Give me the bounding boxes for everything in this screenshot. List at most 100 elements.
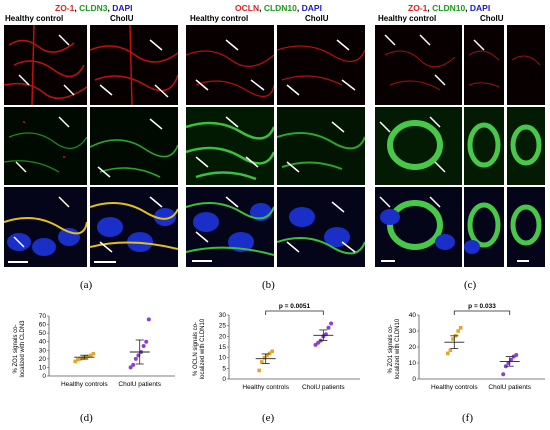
x-tick-label: Healthy controls bbox=[61, 381, 108, 388]
stain-a-1: ZO-1 bbox=[55, 3, 75, 13]
data-point bbox=[445, 351, 450, 356]
data-point bbox=[267, 351, 272, 356]
data-point bbox=[81, 356, 85, 360]
stain-b-2: CLDN10 bbox=[263, 3, 297, 13]
p-value-label: p = 0.0051 bbox=[279, 303, 311, 310]
y-tick-label: 5 bbox=[222, 365, 226, 372]
data-point bbox=[131, 362, 136, 367]
stain-c-3: DAPI bbox=[469, 3, 491, 13]
micrograph-c-healthy-red bbox=[375, 25, 462, 105]
micrograph-c-cholu-green-2 bbox=[507, 107, 545, 185]
significance-bracket bbox=[453, 310, 511, 315]
data-point bbox=[458, 326, 463, 330]
stain-c-2: CLDN10 bbox=[432, 3, 466, 13]
micrograph-a-cholu-green bbox=[90, 107, 178, 185]
data-point bbox=[451, 337, 455, 341]
x-tick-label: Healthy controls bbox=[431, 384, 478, 391]
scatter-chart-f: 0 10 20 30 40 Healthy controls CholU patients p… bbox=[409, 303, 545, 391]
column-header-c-2: CholU bbox=[480, 14, 504, 23]
data-point bbox=[88, 353, 93, 358]
data-point bbox=[501, 372, 506, 377]
micrograph-b-healthy-merge bbox=[186, 187, 274, 267]
micrograph-b-cholu-red bbox=[277, 25, 365, 105]
ylabel-d-line1: % ZO1 signals co- bbox=[13, 324, 19, 374]
x-tick-label: Healthy controls bbox=[242, 384, 289, 391]
micrograph-b-healthy-red bbox=[186, 25, 274, 105]
micrograph-a-healthy-merge bbox=[4, 187, 87, 267]
y-tick-label: 30 bbox=[219, 312, 227, 319]
y-tick-label: 20 bbox=[39, 356, 47, 363]
y-tick-label: 40 bbox=[409, 312, 417, 319]
ylabel-f-line2: localized with CLDN10 bbox=[395, 318, 401, 380]
data-point bbox=[133, 356, 138, 361]
stain-legend-a: ZO-1, CLDN3, DAPI bbox=[55, 3, 133, 13]
stain-b-1: OCLN bbox=[235, 3, 260, 13]
micrograph-c-cholu-merge-1 bbox=[464, 187, 504, 267]
micrograph-c-cholu-merge-2 bbox=[507, 187, 545, 267]
data-point bbox=[270, 349, 274, 354]
y-tick-label: 30 bbox=[409, 328, 417, 335]
significance-bracket bbox=[265, 310, 324, 315]
stain-b-3: DAPI bbox=[301, 3, 322, 13]
data-point bbox=[265, 353, 269, 358]
x-tick-label: CholU patients bbox=[488, 384, 531, 391]
micrograph-c-healthy-green bbox=[375, 107, 462, 185]
data-point bbox=[456, 329, 460, 333]
y-tick-label: 25 bbox=[219, 323, 227, 330]
data-point bbox=[128, 365, 133, 370]
figure-label-a: (a) bbox=[80, 279, 93, 291]
data-point bbox=[73, 359, 77, 364]
column-header-a-2: CholU bbox=[110, 14, 134, 23]
ylabel-f-line1: % ZO1 signals co- bbox=[388, 324, 394, 374]
y-tick-label: 10 bbox=[39, 364, 47, 371]
y-tick-label: 0 bbox=[412, 376, 416, 383]
micrograph-b-cholu-green bbox=[277, 107, 365, 185]
micrograph-c-cholu-red-1 bbox=[464, 25, 504, 105]
column-header-c-1: Healthy control bbox=[378, 14, 437, 23]
ylabel-e: % OCLN signals co- localized with CLDN10 bbox=[193, 294, 207, 404]
stain-a-2: CLDN3 bbox=[79, 3, 108, 13]
data-point bbox=[257, 368, 261, 373]
data-point bbox=[86, 354, 90, 359]
y-tick-label: 10 bbox=[219, 355, 227, 362]
x-tick-label: CholU patients bbox=[302, 384, 345, 391]
data-point bbox=[259, 360, 264, 364]
column-header-a-1: Healthy control bbox=[5, 14, 64, 23]
micrograph-a-healthy-red bbox=[4, 25, 87, 105]
p-value-label: p = 0.033 bbox=[468, 303, 496, 310]
figure-label-d: (d) bbox=[80, 412, 93, 424]
micrograph-b-cholu-merge bbox=[277, 187, 365, 267]
ylabel-f: % ZO1 signals co- localized with CLDN10 bbox=[388, 299, 402, 399]
micrograph-c-healthy-merge bbox=[375, 187, 462, 267]
data-point bbox=[262, 355, 267, 360]
figure-label-e: (e) bbox=[262, 412, 275, 424]
y-tick-label: 60 bbox=[39, 322, 47, 329]
stain-c-1: ZO-1 bbox=[408, 3, 428, 13]
figure-label-c: (c) bbox=[464, 279, 477, 291]
stain-legend-c: ZO-1, CLDN10, DAPI bbox=[408, 3, 491, 13]
ylabel-e-line2: localized with CLDN10 bbox=[200, 318, 206, 380]
data-point bbox=[329, 321, 334, 326]
data-point bbox=[448, 348, 453, 352]
micrograph-c-cholu-red-2 bbox=[507, 25, 545, 105]
y-tick-label: 50 bbox=[39, 330, 47, 337]
ylabel-e-line1: % OCLN signals co- bbox=[193, 321, 199, 377]
y-tick-label: 10 bbox=[409, 360, 417, 367]
ylabel-d-line2: localized with CLDN3 bbox=[20, 320, 26, 378]
data-point bbox=[141, 344, 146, 348]
data-point bbox=[326, 325, 331, 330]
data-point bbox=[146, 317, 151, 322]
y-tick-label: 15 bbox=[219, 344, 227, 351]
data-point bbox=[514, 353, 519, 357]
y-tick-label: 30 bbox=[39, 347, 47, 354]
y-tick-label: 0 bbox=[222, 376, 226, 383]
stain-a-3: DAPI bbox=[112, 3, 133, 13]
x-tick-label: CholU patients bbox=[118, 381, 161, 388]
stain-legend-b: OCLN, CLDN10, DAPI bbox=[235, 3, 322, 13]
y-tick-label: 20 bbox=[409, 344, 417, 351]
column-header-b-1: Healthy control bbox=[190, 14, 249, 23]
micrograph-a-healthy-green bbox=[4, 107, 87, 185]
figure-label-b: (b) bbox=[262, 279, 275, 291]
y-tick-label: 20 bbox=[219, 333, 227, 340]
